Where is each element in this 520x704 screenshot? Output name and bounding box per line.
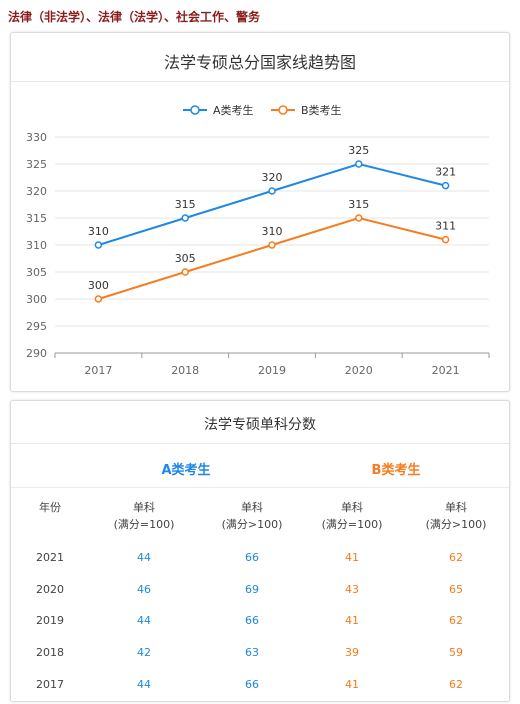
x-tick-label: 2017 <box>84 364 112 377</box>
data-point <box>268 241 276 249</box>
year-cell: 2017 <box>36 678 64 691</box>
table-title: 法学专硕单科分数 <box>204 417 316 433</box>
y-tick-label: 320 <box>26 185 47 198</box>
column-header-line1: 单科 <box>445 501 467 514</box>
column-header-line1: 单科 <box>341 501 363 514</box>
data-point <box>94 295 103 303</box>
b-score-100-cell: 41 <box>345 678 359 691</box>
column-header-line2: (满分>100) <box>425 518 487 531</box>
column-header: 单科 (满分=100) <box>307 499 397 533</box>
a-score-over100-cell: 66 <box>245 614 259 627</box>
legend-marker-b <box>278 105 288 115</box>
a-score-100-cell: 44 <box>137 551 151 564</box>
column-header-line2: (满分=100) <box>113 518 175 531</box>
b-score-over100-cell: 65 <box>449 583 463 596</box>
x-tick-label: 2021 <box>432 364 460 377</box>
data-point <box>441 181 450 190</box>
x-tick-label: 2019 <box>258 364 286 377</box>
data-label: 321 <box>435 166 456 179</box>
column-header-line2: (满分>100) <box>221 518 283 531</box>
column-header-line2: (满分=100) <box>321 518 383 531</box>
b-score-over100-cell: 62 <box>449 678 463 691</box>
y-tick-label: 315 <box>26 212 47 225</box>
y-tick-label: 330 <box>26 131 47 144</box>
column-header: 单科 (满分>100) <box>207 499 297 533</box>
data-point <box>181 214 189 222</box>
chart-title: 法学专硕总分国家线趋势图 <box>163 53 356 72</box>
b-score-over100-cell: 62 <box>449 614 463 627</box>
y-tick-label: 305 <box>26 266 47 279</box>
data-point <box>355 214 363 222</box>
year-cell: 2019 <box>36 614 64 627</box>
b-score-100-cell: 41 <box>345 551 359 564</box>
y-tick-label: 325 <box>26 158 47 171</box>
data-label: 310 <box>262 225 283 238</box>
a-score-over100-cell: 66 <box>245 678 259 691</box>
year-cell: 2020 <box>36 583 64 596</box>
y-tick-label: 295 <box>26 320 47 333</box>
table-title-divider <box>11 443 509 444</box>
data-point <box>268 187 276 195</box>
score-table-card: 法学专硕单科分数 A类考生 B类考生 年份 单科 (满分=100) 单科 (满分>100… <box>10 400 510 702</box>
legend-label-b: B类考生 <box>301 103 342 117</box>
a-score-100-cell: 46 <box>137 583 151 596</box>
data-label: 325 <box>348 144 369 157</box>
group-divider <box>11 487 509 488</box>
data-point <box>441 235 450 244</box>
b-score-100-cell: 39 <box>345 646 359 659</box>
a-score-over100-cell: 69 <box>245 583 259 596</box>
b-score-over100-cell: 62 <box>449 551 463 564</box>
b-score-over100-cell: 59 <box>449 646 463 659</box>
y-tick-label: 300 <box>26 293 47 306</box>
b-score-100-cell: 41 <box>345 614 359 627</box>
data-point <box>181 268 189 276</box>
group-a-label: A类考生 <box>161 463 211 478</box>
year-cell: 2018 <box>36 646 64 659</box>
data-label: 310 <box>88 225 109 238</box>
data-label: 300 <box>88 279 109 292</box>
page-heading: 法律（非法学）、法律（法学）、社会工作、警务 <box>8 10 261 24</box>
chart-card: 法学专硕总分国家线趋势图 290 295 300 305 310 315 320 325 330… <box>10 32 510 392</box>
a-score-100-cell: 42 <box>137 646 151 659</box>
data-label: 315 <box>175 198 196 211</box>
x-tick-label: 2020 <box>345 364 373 377</box>
data-label: 311 <box>435 220 456 233</box>
x-tick-label: 2018 <box>171 364 199 377</box>
year-cell: 2021 <box>36 551 64 564</box>
data-point <box>94 241 103 249</box>
y-tick-label: 290 <box>26 347 47 360</box>
data-point <box>355 160 363 168</box>
a-score-over100-cell: 63 <box>245 646 259 659</box>
y-tick-label: 310 <box>26 239 47 252</box>
a-score-100-cell: 44 <box>137 678 151 691</box>
group-b-label: B类考生 <box>371 463 421 478</box>
data-label: 315 <box>348 198 369 211</box>
column-header: 年份 <box>5 499 95 516</box>
column-header-line1: 单科 <box>241 501 263 514</box>
data-label: 305 <box>175 252 196 265</box>
a-score-100-cell: 44 <box>137 614 151 627</box>
column-header-line1: 年份 <box>39 501 61 514</box>
column-header-line1: 单科 <box>133 501 155 514</box>
legend-marker-a <box>190 105 200 115</box>
column-header: 单科 (满分=100) <box>99 499 189 533</box>
legend-label-a: A类考生 <box>213 103 254 117</box>
a-score-over100-cell: 66 <box>245 551 259 564</box>
chart-title-divider <box>11 81 509 82</box>
data-label: 320 <box>262 171 283 184</box>
column-header: 单科 (满分>100) <box>411 499 501 533</box>
b-score-100-cell: 43 <box>345 583 359 596</box>
line-chart: 290 295 300 305 310 315 320 325 330 2017 2018 2019 2… <box>26 103 490 377</box>
